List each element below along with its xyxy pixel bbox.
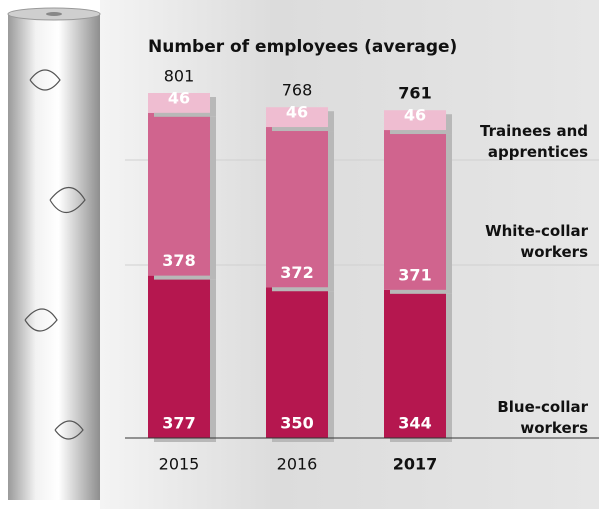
total-label: 801 bbox=[164, 67, 195, 86]
legend-label: White-collar workers bbox=[485, 222, 588, 261]
value-label: 377 bbox=[162, 414, 195, 433]
bar-segment bbox=[266, 287, 328, 438]
value-label: 371 bbox=[398, 265, 431, 284]
value-label: 46 bbox=[286, 103, 308, 122]
bar-segment bbox=[148, 112, 210, 276]
value-label: 372 bbox=[280, 263, 313, 282]
value-label: 46 bbox=[404, 106, 426, 125]
bar-segment bbox=[384, 110, 446, 131]
bar-segment bbox=[148, 275, 210, 438]
legend-label: Trainees and apprentices bbox=[480, 122, 588, 161]
total-label: 768 bbox=[282, 81, 313, 100]
decor-roll bbox=[7, 7, 101, 500]
bar-segment bbox=[384, 130, 446, 290]
chart-title: Number of employees (average) bbox=[148, 37, 457, 57]
bar-segment bbox=[148, 93, 210, 113]
bar-segment bbox=[266, 127, 328, 288]
bar-segment bbox=[384, 289, 446, 438]
x-tick-label: 2015 bbox=[159, 455, 200, 474]
value-label: 378 bbox=[162, 251, 195, 270]
x-tick-label: 2016 bbox=[277, 455, 318, 474]
total-label: 761 bbox=[398, 84, 431, 103]
value-label: 350 bbox=[280, 414, 313, 433]
bar-segment bbox=[266, 107, 328, 128]
legend-label: Blue-collar workers bbox=[497, 398, 588, 437]
x-tick-label: 2017 bbox=[393, 455, 438, 474]
value-label: 46 bbox=[168, 88, 190, 107]
value-label: 344 bbox=[398, 414, 431, 433]
